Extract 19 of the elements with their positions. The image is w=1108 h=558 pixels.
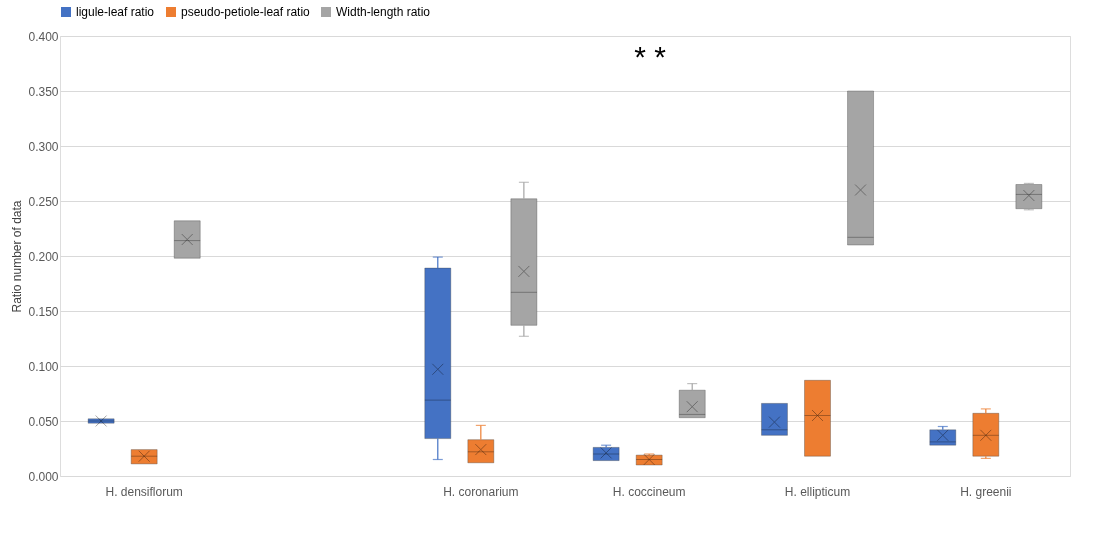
y-tick-label: 0.250 (28, 194, 59, 209)
annotation: * * (634, 40, 667, 73)
y-axis-title: Ratio number of data (10, 200, 25, 313)
y-tick-label: 0.150 (28, 304, 59, 319)
y-tick-label: 0.350 (28, 84, 59, 99)
legend-label: ligule-leaf ratio (76, 5, 155, 19)
legend-label: Width-length ratio (336, 5, 431, 19)
y-tick-label: 0.000 (28, 469, 59, 484)
y-tick-label: 0.200 (28, 249, 59, 264)
y-tick-label: 0.300 (28, 139, 59, 154)
x-tick-label: H. coronarium (443, 484, 519, 499)
y-tick-label: 0.050 (28, 414, 59, 429)
x-tick-label: H. densiflorum (105, 484, 183, 499)
x-tick-label: H. ellipticum (784, 484, 851, 499)
x-tick-label: H. coccineum (612, 484, 686, 499)
y-tick-label: 0.400 (28, 29, 59, 44)
y-tick-label: 0.100 (28, 359, 59, 374)
x-tick-label: H. greenii (960, 484, 1012, 499)
legend-label: pseudo-petiole-leaf ratio (181, 5, 311, 19)
